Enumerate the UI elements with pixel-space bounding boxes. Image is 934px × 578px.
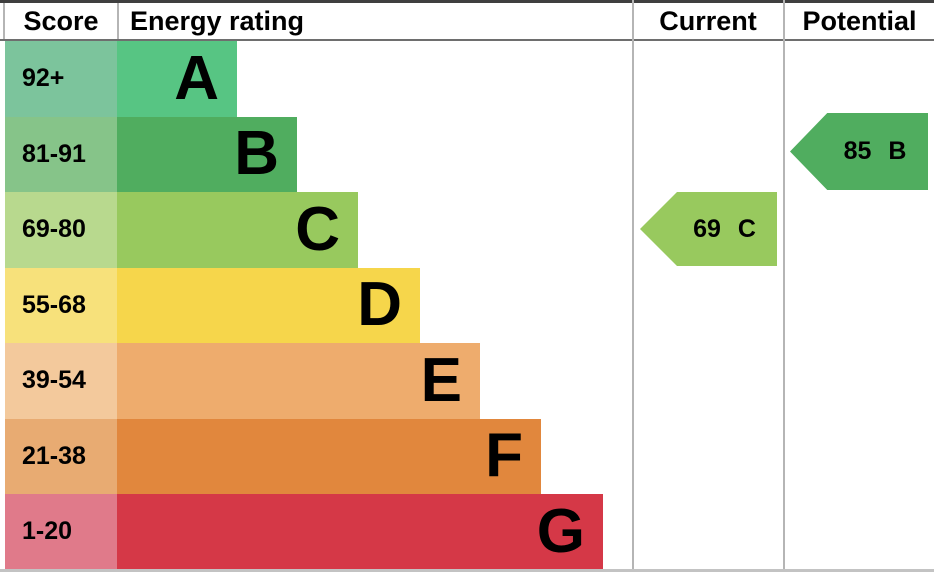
band-bar-letter: E bbox=[117, 343, 480, 419]
band-row: 55-68 D bbox=[0, 267, 632, 343]
band-row: 21-38 F bbox=[0, 418, 632, 494]
bottom-border bbox=[0, 569, 934, 572]
potential-rating-arrow: 85 B bbox=[790, 113, 928, 190]
header-current: Current bbox=[659, 5, 757, 36]
header-potential: Potential bbox=[802, 5, 917, 36]
band-bar-letter: C bbox=[117, 192, 358, 268]
score-column-divider bbox=[117, 3, 119, 39]
band-bar-letter: A bbox=[117, 41, 237, 117]
potential-column-divider bbox=[783, 0, 785, 570]
band-row: 1-20 G bbox=[0, 494, 632, 570]
header-score: Score bbox=[23, 5, 99, 36]
current-rating-arrow: 69 C bbox=[640, 192, 777, 266]
score-range-cell: 55-68 bbox=[5, 267, 117, 343]
header-energy-rating: Energy rating bbox=[130, 5, 305, 36]
band-row: 92+ A bbox=[0, 41, 632, 117]
band-bar-letter: D bbox=[117, 267, 420, 343]
header-left-border bbox=[3, 3, 5, 39]
score-range-cell: 1-20 bbox=[5, 494, 117, 570]
band-row: 39-54 E bbox=[0, 343, 632, 419]
band-bar-letter: F bbox=[117, 418, 541, 494]
score-range-cell: 69-80 bbox=[5, 192, 117, 268]
score-range-cell: 21-38 bbox=[5, 418, 117, 494]
current-column-divider bbox=[632, 0, 634, 570]
top-border bbox=[0, 0, 934, 3]
current-rating-label: 69 C bbox=[693, 214, 756, 243]
band-bar-letter: B bbox=[117, 116, 297, 192]
score-range-cell: 81-91 bbox=[5, 116, 117, 192]
potential-rating-label: 85 B bbox=[843, 137, 907, 165]
bands-body: 92+ A 81-91 B 69-80 C 55-68 D 39-54 E 21… bbox=[0, 41, 632, 570]
band-bar-letter: G bbox=[117, 494, 603, 570]
header-underline bbox=[0, 39, 934, 41]
band-row: 81-91 B bbox=[0, 116, 632, 192]
band-row: 69-80 C bbox=[0, 192, 632, 268]
score-range-cell: 92+ bbox=[5, 41, 117, 117]
score-range-cell: 39-54 bbox=[5, 343, 117, 419]
